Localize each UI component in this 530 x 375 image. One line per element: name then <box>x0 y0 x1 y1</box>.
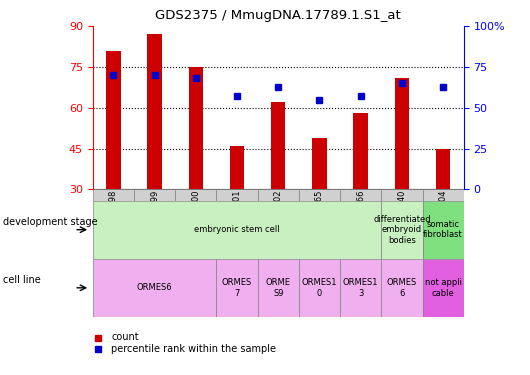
Bar <box>299 259 340 317</box>
Bar <box>395 78 409 189</box>
Text: development stage: development stage <box>3 217 98 227</box>
Text: ORMES6: ORMES6 <box>137 284 172 292</box>
Text: ORMES
6: ORMES 6 <box>387 278 417 297</box>
Text: differentiated
embryoid
bodies: differentiated embryoid bodies <box>373 215 431 244</box>
Bar <box>258 189 299 201</box>
Bar <box>106 51 121 189</box>
Text: GSM100001: GSM100001 <box>233 190 242 240</box>
Bar <box>299 189 340 201</box>
Text: GSM99999: GSM99999 <box>150 190 159 235</box>
Text: not appli
cable: not appli cable <box>425 278 462 297</box>
Bar <box>93 189 134 201</box>
Bar <box>340 189 381 201</box>
Bar <box>189 67 203 189</box>
Text: GSM99998: GSM99998 <box>109 190 118 236</box>
Text: GSM99965: GSM99965 <box>315 190 324 236</box>
Bar <box>271 102 286 189</box>
Text: cell line: cell line <box>3 275 40 285</box>
Bar <box>230 146 244 189</box>
Text: ORME
S9: ORME S9 <box>266 278 291 297</box>
Bar <box>422 189 464 201</box>
Bar <box>312 138 326 189</box>
Bar <box>381 189 422 201</box>
Bar <box>381 201 422 259</box>
Bar <box>216 259 258 317</box>
Bar <box>340 259 381 317</box>
Bar <box>422 259 464 317</box>
Bar <box>354 113 368 189</box>
Bar <box>381 259 422 317</box>
Bar <box>436 148 450 189</box>
Bar <box>93 259 216 317</box>
Text: GSM100004: GSM100004 <box>439 190 448 240</box>
Text: GSM100002: GSM100002 <box>274 190 282 240</box>
Text: somatic
fibroblast: somatic fibroblast <box>423 220 463 239</box>
Bar <box>422 201 464 259</box>
Text: GSM99840: GSM99840 <box>398 190 407 236</box>
Text: percentile rank within the sample: percentile rank within the sample <box>111 344 276 354</box>
Bar <box>134 189 175 201</box>
Title: GDS2375 / MmugDNA.17789.1.S1_at: GDS2375 / MmugDNA.17789.1.S1_at <box>155 9 401 22</box>
Bar <box>93 201 381 259</box>
Text: embryonic stem cell: embryonic stem cell <box>194 225 280 234</box>
Bar <box>216 189 258 201</box>
Text: ORMES1
0: ORMES1 0 <box>302 278 337 297</box>
Bar <box>175 189 216 201</box>
Text: GSM100000: GSM100000 <box>191 190 200 240</box>
Bar <box>258 259 299 317</box>
Text: ORMES
7: ORMES 7 <box>222 278 252 297</box>
Text: ORMES1
3: ORMES1 3 <box>343 278 378 297</box>
Bar <box>147 34 162 189</box>
Text: count: count <box>111 333 139 342</box>
Text: GSM99966: GSM99966 <box>356 190 365 236</box>
